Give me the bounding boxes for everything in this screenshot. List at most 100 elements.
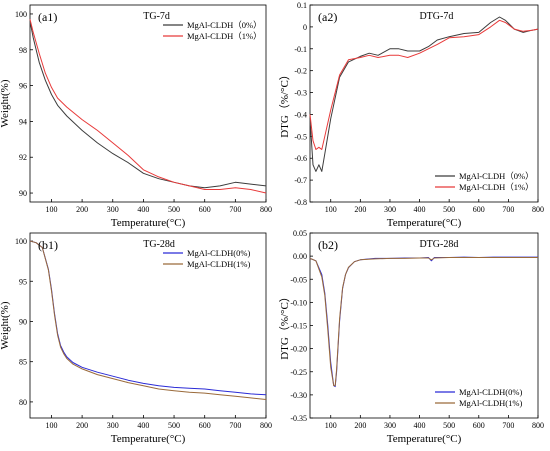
x-tick-label: 100 bbox=[325, 205, 337, 214]
x-tick-label: 500 bbox=[168, 205, 180, 214]
x-tick-label: 700 bbox=[502, 205, 514, 214]
legend-label: MgAl-CLDH(1%) bbox=[459, 398, 522, 408]
x-tick-label: 700 bbox=[502, 421, 514, 430]
x-tick-label: 700 bbox=[229, 205, 241, 214]
legend-label: MgAl-CLDH（1%） bbox=[187, 31, 262, 41]
x-tick-label: 800 bbox=[260, 205, 272, 214]
plot-frame bbox=[309, 4, 539, 203]
y-tick-label: -0.3 bbox=[294, 89, 307, 98]
x-tick-label: 600 bbox=[473, 421, 485, 430]
x-tick-label: 300 bbox=[107, 205, 119, 214]
x-axis-label: Temperature(°C) bbox=[111, 217, 186, 229]
y-tick-label: -0.6 bbox=[294, 154, 307, 163]
series-line-1 bbox=[29, 21, 267, 189]
legend-label: MgAl-CLDH（0%） bbox=[459, 171, 534, 181]
x-tick-label: 700 bbox=[229, 421, 241, 430]
x-tick-label: 300 bbox=[384, 205, 396, 214]
legend-label: MgAl-CLDH(1%) bbox=[187, 259, 250, 269]
series-line-2 bbox=[309, 19, 539, 150]
y-tick-label: -0.8 bbox=[294, 198, 307, 207]
legend-label: MgAl-CLDH（0%） bbox=[187, 20, 262, 30]
y-tick-label: 100 bbox=[15, 10, 27, 19]
y-tick-label: -0.2 bbox=[294, 67, 307, 76]
x-tick-label: 100 bbox=[45, 205, 57, 214]
chart-title: DTG-28d bbox=[419, 239, 458, 250]
x-tick-label: 100 bbox=[45, 421, 57, 430]
chart-b1: 100 200 300 400 500 600 700 800 80 85 90 95 100 Tempe… bbox=[0, 232, 272, 445]
y-tick-label: 92 bbox=[19, 153, 27, 162]
x-tick-label: 200 bbox=[76, 205, 88, 214]
x-tick-label: 500 bbox=[168, 421, 180, 430]
chart-title: DTG-7d bbox=[419, 11, 453, 22]
y-tick-label: 95 bbox=[19, 277, 27, 286]
x-tick-label: 400 bbox=[414, 421, 426, 430]
panel-label: (a1) bbox=[38, 10, 57, 24]
y-axis-label: Weight(%) bbox=[0, 79, 11, 127]
panel-label: (b1) bbox=[38, 238, 58, 252]
chart-b2: 100 200 300 400 500 600 700 800 -0.35 -0.30 -0.25 -… bbox=[278, 229, 544, 445]
legend-label: MgAl-CLDH(0%) bbox=[459, 387, 522, 397]
x-tick-label: 300 bbox=[107, 421, 119, 430]
chart-title: TG-28d bbox=[143, 239, 175, 250]
x-tick-label: 200 bbox=[354, 421, 366, 430]
x-axis-label: Temperature(°C) bbox=[111, 433, 186, 445]
x-tick-label: 500 bbox=[443, 205, 455, 214]
series-line-2 bbox=[309, 257, 538, 387]
series-line-1 bbox=[309, 256, 538, 388]
y-axis-label: DTG（%/°C） bbox=[278, 69, 291, 138]
y-tick-label: 0.00 bbox=[293, 252, 307, 261]
series-line-2 bbox=[29, 19, 267, 194]
series-line-1 bbox=[309, 16, 539, 172]
y-tick-label: -0.7 bbox=[294, 176, 307, 185]
y-tick-label: 98 bbox=[19, 46, 27, 55]
y-tick-label: -0.05 bbox=[290, 275, 307, 284]
legend-label: MgAl-CLDH(0%) bbox=[187, 248, 250, 258]
y-axis-label: DTG（%/°C） bbox=[278, 291, 291, 360]
y-tick-label: 90 bbox=[19, 317, 27, 326]
x-tick-label: 600 bbox=[473, 205, 485, 214]
x-axis-label: Temperature(°C) bbox=[387, 433, 462, 445]
x-tick-label: 300 bbox=[384, 421, 396, 430]
x-tick-label: 200 bbox=[76, 421, 88, 430]
y-tick-label: 0.1 bbox=[297, 1, 307, 10]
chart-title: TG-7d bbox=[143, 11, 170, 22]
x-tick-label: 400 bbox=[137, 421, 149, 430]
y-tick-label: 85 bbox=[19, 358, 27, 367]
x-tick-label: 500 bbox=[443, 421, 455, 430]
y-tick-label: -0.10 bbox=[290, 298, 307, 307]
y-tick-label: 100 bbox=[15, 237, 27, 246]
x-tick-label: 200 bbox=[354, 205, 366, 214]
x-tick-label: 100 bbox=[325, 421, 337, 430]
y-tick-label: 0 bbox=[303, 23, 307, 32]
legend-label: MgAl-CLDH（1%） bbox=[459, 182, 534, 192]
x-tick-label: 400 bbox=[414, 205, 426, 214]
x-tick-label: 800 bbox=[532, 205, 544, 214]
y-tick-label: -0.20 bbox=[290, 345, 307, 354]
plot-frame bbox=[29, 4, 267, 203]
chart-a1: 100 200 300 400 500 600 700 800 90 92 94 96 98 100 Tem… bbox=[0, 4, 272, 229]
series-line-2 bbox=[29, 240, 267, 400]
y-tick-label: -0.30 bbox=[290, 391, 307, 400]
x-tick-label: 600 bbox=[199, 421, 211, 430]
panel-label: (a2) bbox=[318, 10, 337, 24]
y-axis-label: Weight(%) bbox=[0, 301, 11, 349]
y-tick-label: -0.35 bbox=[290, 414, 307, 423]
y-tick-label: -0.15 bbox=[290, 322, 307, 331]
x-tick-label: 400 bbox=[137, 205, 149, 214]
y-tick-label: 90 bbox=[19, 189, 27, 198]
y-tick-label: -0.1 bbox=[294, 45, 307, 54]
y-tick-label: 80 bbox=[19, 398, 27, 407]
y-tick-label: -0.5 bbox=[294, 132, 307, 141]
x-tick-label: 600 bbox=[199, 205, 211, 214]
y-tick-label: 0.05 bbox=[293, 229, 307, 238]
plot-frame bbox=[29, 232, 267, 419]
y-tick-label: 94 bbox=[19, 117, 27, 126]
x-tick-label: 800 bbox=[532, 421, 544, 430]
y-tick-label: -0.4 bbox=[294, 110, 307, 119]
x-axis-label: Temperature(°C) bbox=[387, 217, 462, 229]
chart-a2: 100 200 300 400 500 600 700 800 -0.8 -0.7 -0.6 -0.5… bbox=[278, 1, 544, 229]
x-tick-label: 800 bbox=[260, 421, 272, 430]
y-tick-label: 96 bbox=[19, 82, 27, 91]
y-tick-label: -0.25 bbox=[290, 368, 307, 377]
